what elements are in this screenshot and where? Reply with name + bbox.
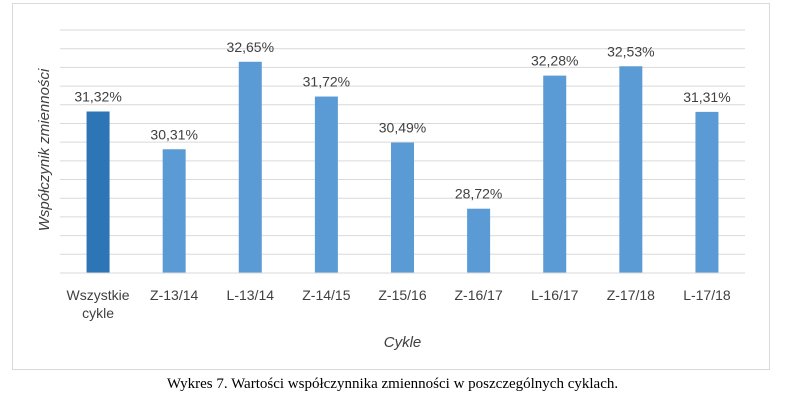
category-label-4-line-0: Z-15/16 (378, 287, 426, 303)
y-axis-title: Współczynik zmienności (36, 68, 53, 231)
category-label-8: L-17/18 (683, 287, 731, 303)
category-label-3: Z-14/15 (302, 287, 350, 303)
data-label-4: 30,49% (379, 120, 426, 136)
data-label-2: 32,65% (227, 39, 274, 55)
category-label-5-line-0: Z-16/17 (454, 287, 502, 303)
category-label-5: Z-16/17 (454, 287, 502, 303)
category-label-7: Z-17/18 (607, 287, 655, 303)
x-axis-title: Cykle (384, 334, 422, 351)
bar-8 (695, 111, 719, 273)
bar-5 (467, 208, 491, 273)
bar-3 (314, 96, 338, 273)
category-label-1: Z-13/14 (150, 287, 198, 303)
category-label-6: L-16/17 (531, 287, 579, 303)
category-label-4: Z-15/16 (378, 287, 426, 303)
category-label-0-line-1: cykle (82, 305, 114, 321)
bar-1 (162, 149, 186, 273)
category-label-7-line-0: Z-17/18 (607, 287, 655, 303)
data-label-3: 31,72% (303, 74, 350, 90)
category-label-6-line-0: L-16/17 (531, 287, 579, 303)
bar-7 (619, 66, 643, 273)
figure-caption: Wykres 7. Wartości współczynnika zmienno… (166, 376, 619, 392)
data-label-6: 32,28% (531, 53, 578, 69)
category-label-0: Wszystkie cykle (67, 287, 130, 321)
category-label-2-line-0: L-13/14 (227, 287, 275, 303)
category-label-3-line-0: Z-14/15 (302, 287, 350, 303)
data-label-8: 31,31% (683, 89, 730, 105)
bar-6 (543, 75, 567, 274)
category-label-0-line-0: Wszystkie (67, 287, 130, 303)
data-label-1: 30,31% (150, 126, 197, 142)
data-label-5: 28,72% (455, 186, 502, 202)
bar-4 (391, 142, 414, 273)
category-label-2: L-13/14 (227, 287, 275, 303)
category-label-1-line-0: Z-13/14 (150, 287, 198, 303)
data-label-0: 31,32% (74, 88, 121, 104)
bar-0 (86, 111, 110, 273)
bar-2 (238, 61, 262, 274)
category-label-8-line-0: L-17/18 (683, 287, 731, 303)
data-label-7: 32,53% (607, 43, 654, 59)
